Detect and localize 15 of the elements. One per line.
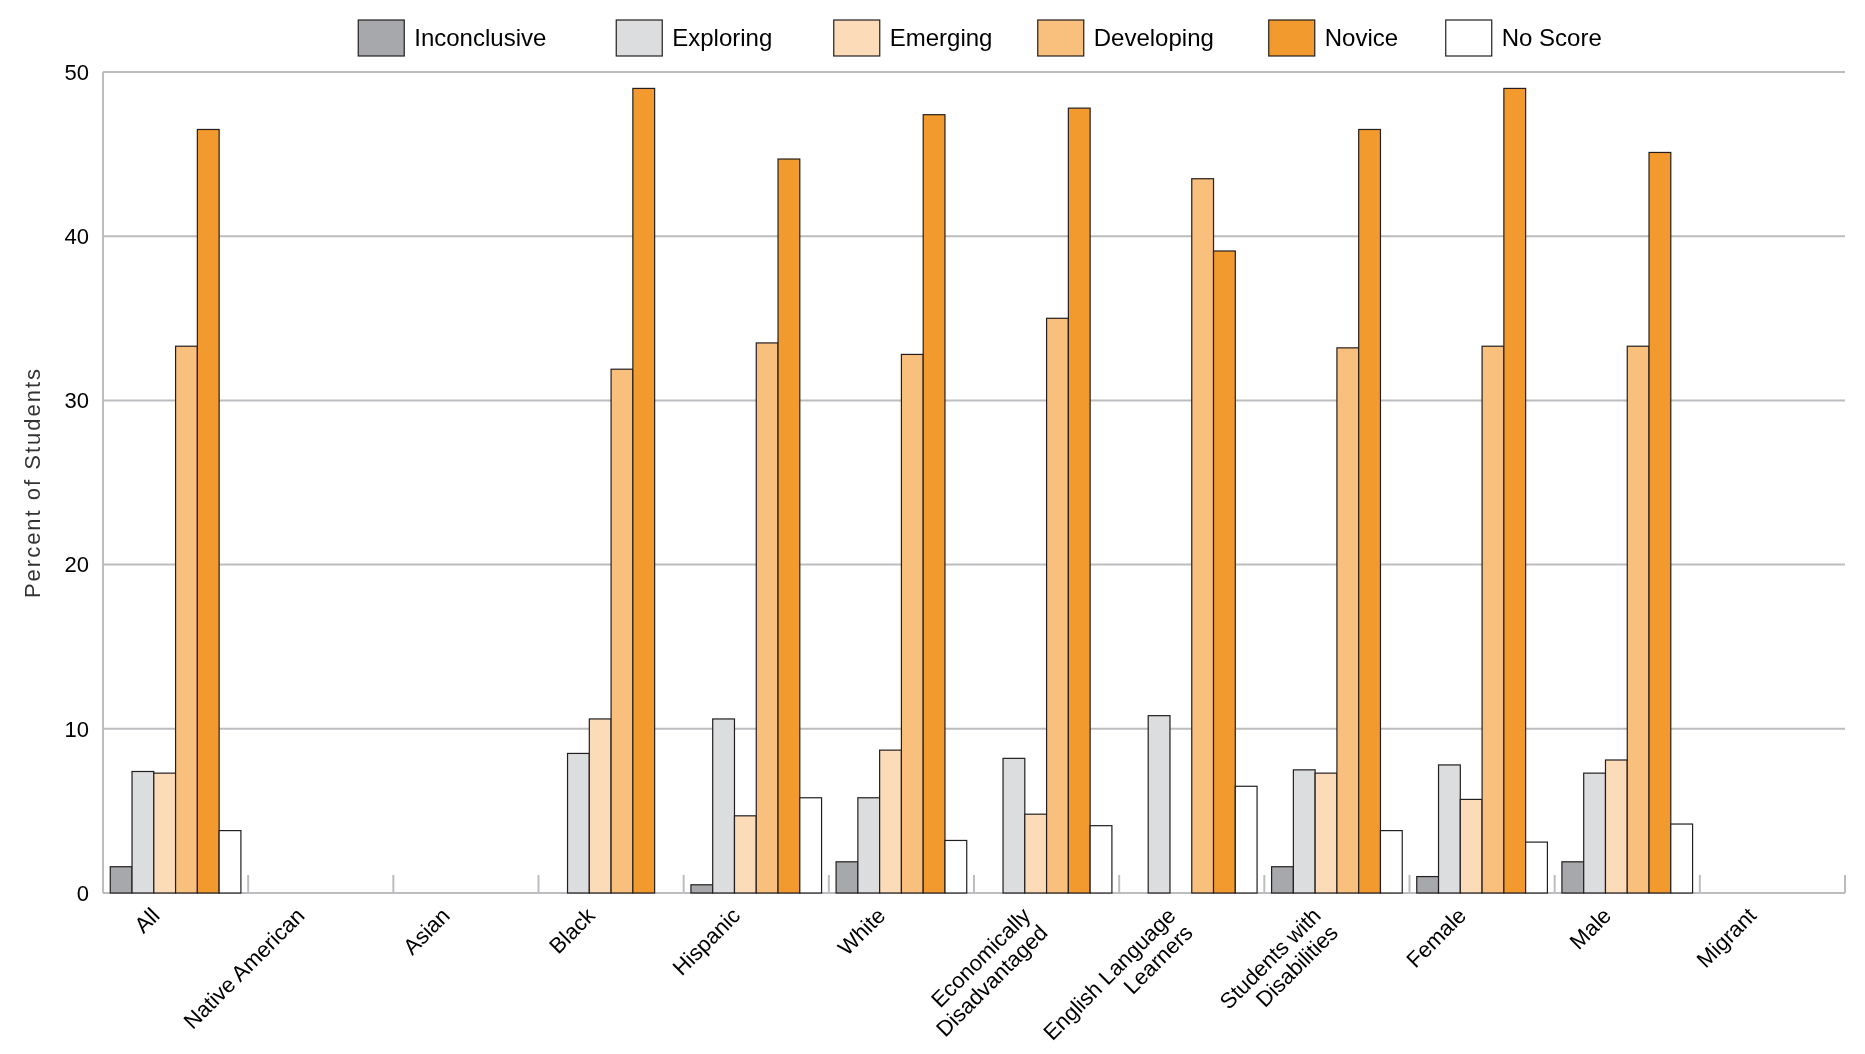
- legend-label: Emerging: [889, 24, 993, 52]
- y-tick-label: 0: [76, 880, 89, 906]
- y-axis-title: Percent of Students: [20, 366, 45, 599]
- y-tick-label: 30: [64, 388, 89, 414]
- y-tick-label: 40: [64, 223, 89, 249]
- legend-label: Developing: [1093, 24, 1214, 52]
- legend-label: Novice: [1324, 24, 1399, 52]
- y-tick-label: 10: [64, 716, 89, 742]
- y-tick-label: 20: [64, 552, 89, 578]
- legend-label: No Score: [1501, 24, 1602, 52]
- legend-label: Inconclusive: [414, 24, 547, 52]
- legend-label: Exploring: [672, 24, 773, 52]
- x-tick-label: All: [129, 902, 165, 938]
- bar: [1147, 715, 1171, 894]
- y-tick-label: 50: [64, 59, 89, 85]
